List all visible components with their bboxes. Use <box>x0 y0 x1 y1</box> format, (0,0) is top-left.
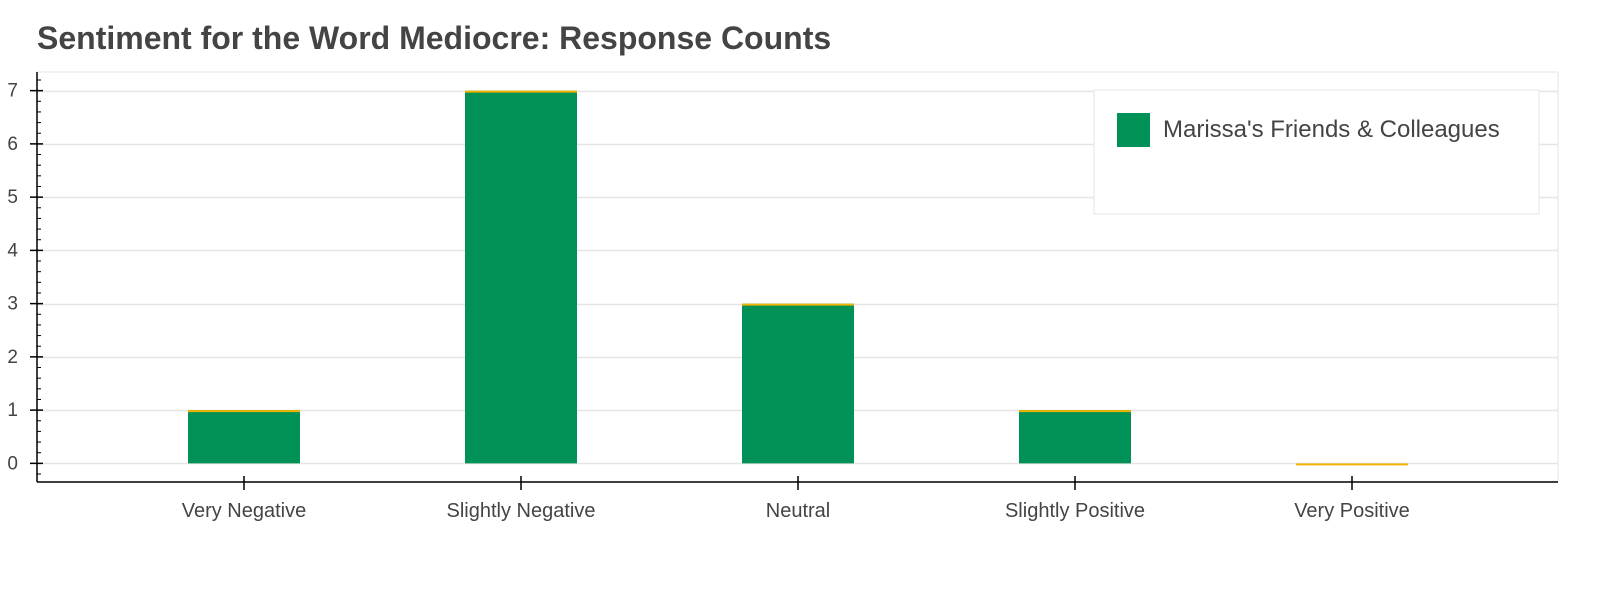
legend: Marissa's Friends & Colleagues <box>1093 89 1540 215</box>
y-tick-label-7: 7 <box>7 81 18 102</box>
x-tick-label-1: Slightly Negative <box>447 500 596 522</box>
y-tick-label-5: 5 <box>7 187 18 208</box>
y-tick-label-6: 6 <box>7 134 18 155</box>
bar-1 <box>465 90 577 464</box>
y-tick-label-2: 2 <box>7 347 18 368</box>
y-tick-label-1: 1 <box>7 400 18 421</box>
bar-3 <box>1019 410 1131 464</box>
x-tick-label-4: Very Positive <box>1294 500 1410 522</box>
x-tick-label-0: Very Negative <box>182 500 307 522</box>
legend-label-0: Marissa's Friends & Colleagues <box>1163 116 1500 143</box>
legend-box <box>1093 89 1540 215</box>
y-tick-label-4: 4 <box>7 240 18 261</box>
y-tick-label-3: 3 <box>7 294 18 315</box>
bar-0 <box>188 410 300 464</box>
x-tick-label-2: Neutral <box>766 500 830 522</box>
bar-2 <box>742 303 854 464</box>
x-tick-label-3: Slightly Positive <box>1005 500 1145 522</box>
bars <box>188 90 1408 466</box>
legend-swatch-0 <box>1117 113 1150 147</box>
chart-title: Sentiment for the Word Mediocre: Respons… <box>37 20 832 56</box>
axes: 0 1 2 3 4 5 6 7 Very Negative Slightly Negative Ne… <box>7 72 1558 522</box>
y-tick-label-0: 0 <box>7 453 18 474</box>
plot-frame <box>37 71 1559 482</box>
